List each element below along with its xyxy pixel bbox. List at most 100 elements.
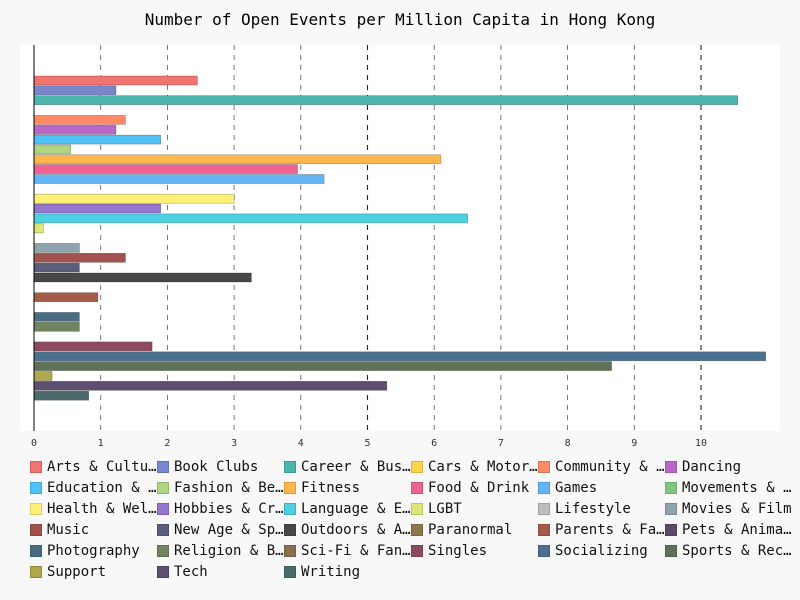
legend-item[interactable]: Music — [30, 521, 157, 539]
legend-item[interactable]: Tech — [157, 563, 284, 581]
legend-label: Fitness — [301, 480, 361, 496]
bar-15 — [33, 223, 44, 234]
x-tick-label: 8 — [565, 438, 571, 449]
legend-label: Arts & Cultu… — [47, 459, 157, 475]
legend-item[interactable]: Pets & Anima… — [665, 521, 792, 539]
legend-swatch — [538, 503, 550, 515]
legend-label: Education & … — [47, 480, 157, 496]
legend-item[interactable]: Health & Wel… — [30, 500, 157, 518]
legend-item[interactable]: Sci-Fi & Fan… — [284, 542, 411, 560]
legend-label: Food & Drink — [428, 480, 530, 496]
x-tick-label: 6 — [431, 438, 437, 449]
legend-item[interactable]: Paranormal — [411, 521, 538, 539]
legend-item[interactable]: Food & Drink — [411, 479, 538, 497]
bar-6 — [33, 134, 161, 145]
legend-item[interactable]: Career & Bus… — [284, 458, 411, 476]
legend-item[interactable]: Movies & Film — [665, 500, 792, 518]
legend-item[interactable]: Book Clubs — [157, 458, 284, 476]
legend-swatch — [665, 461, 677, 473]
bar-4 — [33, 115, 126, 125]
bar-32 — [33, 390, 90, 401]
bar-1 — [33, 85, 117, 96]
legend-swatch — [157, 482, 169, 494]
legend-swatch — [411, 482, 423, 494]
legend-label: Pets & Anima… — [682, 522, 792, 538]
legend-item[interactable]: Parents & Fa… — [538, 521, 665, 539]
legend-item[interactable]: Hobbies & Cr… — [157, 500, 284, 518]
legend-label: Movements & … — [682, 480, 792, 496]
bar-18 — [33, 253, 126, 263]
legend-swatch — [284, 545, 296, 557]
legend-item[interactable]: Fashion & Be… — [157, 479, 284, 497]
legend-swatch — [411, 545, 423, 557]
legend-swatch — [665, 545, 677, 557]
legend-item[interactable]: Sports & Rec… — [665, 542, 792, 560]
legend-label: Cars & Motor… — [428, 459, 538, 475]
bars — [33, 75, 767, 401]
legend-item[interactable]: Movements & … — [665, 479, 792, 497]
legend-swatch — [665, 503, 677, 515]
legend-item[interactable]: Games — [538, 479, 665, 497]
bar-5 — [33, 125, 117, 135]
bar-0 — [33, 75, 198, 86]
bar-27 — [33, 341, 153, 352]
legend-swatch — [411, 524, 423, 536]
legend-label: Sci-Fi & Fan… — [301, 543, 411, 559]
legend-label: Paranormal — [428, 522, 513, 538]
bar-31 — [33, 380, 388, 391]
legend-swatch — [665, 524, 677, 536]
x-tick-label: 0 — [31, 438, 37, 449]
legend-item[interactable]: Education & … — [30, 479, 157, 497]
legend-item[interactable]: LGBT — [411, 500, 538, 518]
x-axis-ticks: 0 1 2 3 4 5 6 7 8 9 10 — [31, 438, 707, 449]
legend-swatch — [30, 461, 42, 473]
legend-item[interactable]: Dancing — [665, 458, 792, 476]
legend-item[interactable]: New Age & Sp… — [157, 521, 284, 539]
bar-30 — [33, 371, 53, 381]
bar-20 — [33, 272, 252, 283]
legend-swatch — [157, 503, 169, 515]
x-tick-label: 9 — [631, 438, 637, 449]
legend-item[interactable]: Support — [30, 563, 157, 581]
legend-item[interactable]: Lifestyle — [538, 500, 665, 518]
legend-swatch — [538, 545, 550, 557]
legend-label: Health & Wel… — [47, 501, 157, 517]
bar-24 — [33, 312, 80, 322]
bar-29 — [33, 361, 612, 371]
bar-8 — [33, 154, 442, 165]
legend-label: Book Clubs — [174, 459, 259, 475]
x-tick-label: 7 — [498, 438, 504, 449]
chart-area: 0 1 2 3 4 5 6 7 8 9 10 — [30, 45, 767, 449]
legend-label: Language & E… — [301, 501, 411, 517]
legend-label: Dancing — [682, 459, 742, 475]
legend-item[interactable]: Arts & Cultu… — [30, 458, 157, 476]
legend-swatch — [538, 482, 550, 494]
legend-label: New Age & Sp… — [174, 522, 284, 538]
legend-label: Support — [47, 564, 107, 580]
legend-swatch — [30, 503, 42, 515]
legend-label: Parents & Fa… — [555, 522, 665, 538]
legend-item[interactable]: Writing — [284, 563, 411, 581]
legend-item[interactable]: Community & … — [538, 458, 665, 476]
bar-19 — [33, 262, 80, 273]
legend-label: Tech — [174, 564, 208, 580]
legend-item[interactable]: Outdoors & A… — [284, 521, 411, 539]
bar-2 — [33, 95, 739, 105]
legend-item[interactable]: Socializing — [538, 542, 665, 560]
legend-swatch — [157, 524, 169, 536]
bar-14 — [33, 213, 468, 224]
legend-label: Music — [47, 522, 90, 538]
legend-item[interactable]: Religion & B… — [157, 542, 284, 560]
legend-item[interactable]: Language & E… — [284, 500, 411, 518]
legend-swatch — [538, 461, 550, 473]
legend-swatch — [30, 482, 42, 494]
legend-label: Socializing — [555, 543, 648, 559]
legend-swatch — [157, 545, 169, 557]
x-tick-label: 10 — [695, 438, 707, 449]
legend-swatch — [665, 482, 677, 494]
legend-item[interactable]: Cars & Motor… — [411, 458, 538, 476]
bar-17 — [33, 243, 80, 253]
legend-item[interactable]: Fitness — [284, 479, 411, 497]
legend-item[interactable]: Photography — [30, 542, 157, 560]
legend-item[interactable]: Singles — [411, 542, 538, 560]
